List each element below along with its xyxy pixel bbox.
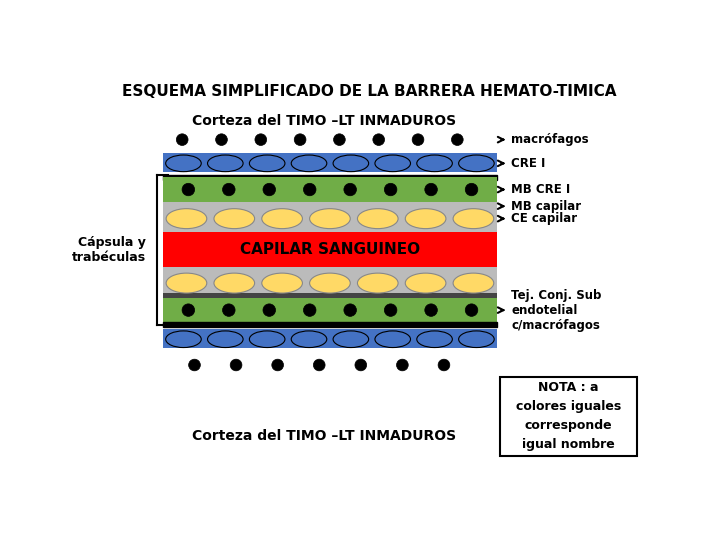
Ellipse shape [166,155,202,172]
Bar [163,329,498,348]
Bar [163,176,498,180]
Ellipse shape [373,134,384,145]
Text: MB capilar: MB capilar [511,200,582,213]
Ellipse shape [249,331,285,348]
Ellipse shape [375,155,410,172]
Text: CE capilar: CE capilar [511,212,577,225]
Text: macrófagos: macrófagos [511,133,589,146]
Ellipse shape [207,331,243,348]
Ellipse shape [459,155,494,172]
Bar [163,177,498,202]
Ellipse shape [453,208,494,228]
Ellipse shape [310,273,350,293]
Text: CAPILAR SANGUINEO: CAPILAR SANGUINEO [240,242,420,258]
Ellipse shape [313,359,325,371]
Ellipse shape [189,359,200,371]
Ellipse shape [417,331,452,348]
Ellipse shape [459,331,494,348]
Text: Cápsula y
trabéculas: Cápsula y trabéculas [72,236,145,264]
Ellipse shape [417,155,452,172]
Ellipse shape [453,273,494,293]
Text: MB CRE I: MB CRE I [511,183,570,196]
Ellipse shape [333,155,369,172]
Ellipse shape [465,183,478,196]
Ellipse shape [215,134,228,145]
Ellipse shape [230,359,242,371]
Ellipse shape [344,183,356,196]
Ellipse shape [214,208,255,228]
Ellipse shape [222,183,235,196]
Ellipse shape [255,134,266,145]
Ellipse shape [291,155,327,172]
Text: NOTA : a
colores iguales
corresponde
igual nombre: NOTA : a colores iguales corresponde igu… [516,381,621,451]
Ellipse shape [333,331,369,348]
Ellipse shape [166,208,207,228]
Ellipse shape [425,183,437,196]
Text: Corteza del TIMO –LT INMADUROS: Corteza del TIMO –LT INMADUROS [192,429,456,443]
Ellipse shape [375,331,410,348]
Ellipse shape [384,304,397,316]
Ellipse shape [355,359,366,371]
Ellipse shape [384,183,397,196]
Ellipse shape [405,208,446,228]
Bar [163,153,498,172]
Ellipse shape [451,134,463,145]
Ellipse shape [397,359,408,371]
Bar [163,322,498,327]
Ellipse shape [214,273,255,293]
Ellipse shape [249,155,285,172]
Bar [500,377,637,456]
Ellipse shape [438,359,450,371]
Ellipse shape [271,359,284,371]
Ellipse shape [262,208,302,228]
Text: CRE I: CRE I [511,157,546,170]
Text: ESQUEMA SIMPLIFICADO DE LA BARRERA HEMATO-TIMICA: ESQUEMA SIMPLIFICADO DE LA BARRERA HEMAT… [122,84,616,98]
Ellipse shape [310,208,350,228]
Ellipse shape [176,134,188,145]
Ellipse shape [182,304,194,316]
Ellipse shape [425,304,437,316]
Bar [163,202,498,210]
Bar [163,298,498,322]
Ellipse shape [182,183,194,196]
Ellipse shape [222,304,235,316]
Ellipse shape [166,273,207,293]
Bar [163,267,498,297]
Ellipse shape [344,304,356,316]
Ellipse shape [465,304,478,316]
Text: Corteza del TIMO –LT INMADUROS: Corteza del TIMO –LT INMADUROS [192,114,456,128]
Ellipse shape [263,183,276,196]
Ellipse shape [294,134,306,145]
Ellipse shape [263,304,276,316]
Ellipse shape [166,331,202,348]
Ellipse shape [291,331,327,348]
Bar [163,232,498,267]
Ellipse shape [405,273,446,293]
Ellipse shape [357,273,398,293]
Text: Tej. Conj. Sub
endotelial
c/macrófagos: Tej. Conj. Sub endotelial c/macrófagos [511,288,602,332]
Ellipse shape [357,208,398,228]
Bar [163,202,498,233]
Ellipse shape [303,183,316,196]
Ellipse shape [207,155,243,172]
Ellipse shape [262,273,302,293]
Ellipse shape [303,304,316,316]
Bar [163,293,498,302]
Ellipse shape [333,134,346,145]
Ellipse shape [412,134,424,145]
